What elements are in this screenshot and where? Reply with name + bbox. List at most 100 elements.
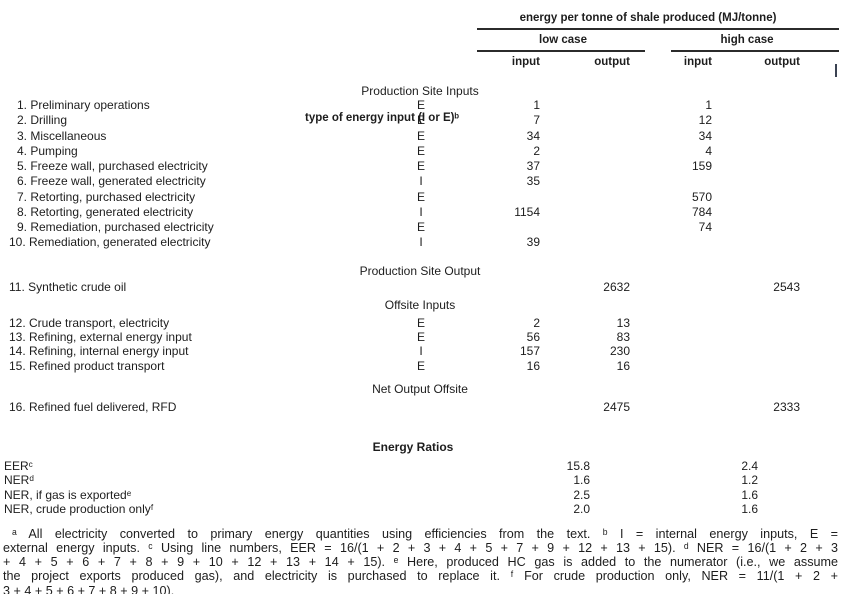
table-row-4: 4. Pumping E 2 4 <box>0 145 841 158</box>
row-type: E <box>416 190 425 204</box>
section-production-site-inputs: Production Site Inputs <box>361 84 479 98</box>
high-case-header: high case <box>720 34 774 46</box>
table-row-13: 13. Refining, external energy input E 56… <box>0 331 841 344</box>
ratio-high-value: 2.4 <box>741 459 758 473</box>
row-type: E <box>416 359 425 373</box>
high-input-value: 570 <box>691 190 712 204</box>
row-label: 16. Refined fuel delivered, RFD <box>9 400 177 414</box>
ratio-high-value: 1.6 <box>741 488 758 502</box>
table-row-10: 10. Remediation, generated electricity I… <box>0 236 841 249</box>
low-input-value: 56 <box>526 330 540 344</box>
table-row-15: 15. Refined product transport E 16 16 <box>0 360 841 373</box>
row-label: 1. Preliminary operations <box>17 98 150 112</box>
footnote-line-5: 3 + 4 + 5 + 6 + 7 + 8 + 9 + 10). <box>3 584 175 594</box>
ratio-row-ner: NERᵈ 1.6 1.2 <box>0 474 841 487</box>
low-input-value: 39 <box>526 235 540 249</box>
table-row-1: 1. Preliminary operations E 1 1 <box>0 99 841 112</box>
row-type: E <box>416 330 425 344</box>
low-output-header: output <box>594 56 630 68</box>
section-offsite-inputs: Offsite Inputs <box>384 298 456 312</box>
ratio-high-value: 1.2 <box>741 473 758 487</box>
low-input-value: 1154 <box>514 205 540 219</box>
row-type: E <box>416 129 425 143</box>
spanner-rule <box>477 28 839 30</box>
low-input-value: 7 <box>533 113 540 127</box>
scan-artifact <box>835 64 837 77</box>
ratio-row-eer: EERᶜ 15.8 2.4 <box>0 460 841 473</box>
row-label: 2. Drilling <box>17 113 68 127</box>
high-input-value: 784 <box>691 205 712 219</box>
high-input-header: input <box>683 56 712 68</box>
high-input-value: 74 <box>698 220 712 234</box>
low-input-value: 16 <box>526 359 540 373</box>
ratio-row-ner-crude-only: NER, crude production onlyᶠ 2.0 1.6 <box>0 503 841 516</box>
low-output-value: 13 <box>616 316 630 330</box>
ratio-low-value: 1.6 <box>573 473 590 487</box>
footnote-line-3: + 4 + 5 + 6 + 7 + 8 + 9 + 10 + 12 + 13 +… <box>3 555 838 569</box>
high-input-value: 12 <box>698 113 712 127</box>
high-input-value: 159 <box>691 159 712 173</box>
low-input-header: input <box>511 56 540 68</box>
ratio-label: NERᵈ <box>4 473 34 487</box>
table-row-7: 7. Retorting, purchased electricity E 57… <box>0 191 841 204</box>
low-output-value: 83 <box>616 330 630 344</box>
row-label: 12. Crude transport, electricity <box>9 316 170 330</box>
footnote-line-2: external energy inputs. ᶜ Using line num… <box>3 541 838 555</box>
low-input-value: 37 <box>526 159 540 173</box>
table-row-9: 9. Remediation, purchased electricity E … <box>0 221 841 234</box>
row-label: 7. Retorting, purchased electricity <box>17 190 196 204</box>
high-output-value: 2333 <box>773 400 800 414</box>
table-spanner-title: energy per tonne of shale produced (MJ/t… <box>519 12 777 24</box>
low-input-value: 2 <box>533 144 540 158</box>
row-type: E <box>416 220 425 234</box>
low-input-value: 1 <box>533 98 540 112</box>
ratio-low-value: 15.8 <box>566 459 590 473</box>
ratio-low-value: 2.0 <box>573 502 590 516</box>
type-column-header: type of energy input (I or E)ᵇ <box>305 112 460 124</box>
row-label: 15. Refined product transport <box>9 359 165 373</box>
low-input-value: 35 <box>526 174 540 188</box>
low-output-value: 16 <box>616 359 630 373</box>
low-input-value: 34 <box>526 129 540 143</box>
high-output-header: output <box>764 56 800 68</box>
row-type: I <box>419 344 423 358</box>
row-type: E <box>416 113 425 127</box>
row-label: 5. Freeze wall, purchased electricity <box>17 159 208 173</box>
column-header-row: type of energy input (I or E)ᵇ input out… <box>0 56 841 124</box>
high-case-rule <box>671 50 839 52</box>
low-case-header: low case <box>539 34 587 46</box>
row-type: E <box>416 144 425 158</box>
low-output-value: 230 <box>609 344 630 358</box>
low-input-value: 157 <box>519 344 540 358</box>
row-label: 8. Retorting, generated electricity <box>17 205 194 219</box>
row-label: 4. Pumping <box>17 144 78 158</box>
ratio-row-ner-gas-exported: NER, if gas is exportedᵉ 2.5 1.6 <box>0 489 841 502</box>
table-row-3: 3. Miscellaneous E 34 34 <box>0 130 841 143</box>
row-label: 9. Remediation, purchased electricity <box>17 220 214 234</box>
row-label: 10. Remediation, generated electricity <box>9 235 211 249</box>
row-type: E <box>416 159 425 173</box>
footnote-line-1: ᵃ All electricity converted to primary e… <box>12 527 838 541</box>
ratio-low-value: 2.5 <box>573 488 590 502</box>
row-label: 11. Synthetic crude oil <box>9 280 127 294</box>
table-row-12: 12. Crude transport, electricity E 2 13 <box>0 317 841 330</box>
footnote-line-4: the project exports produced gas), and e… <box>3 569 838 583</box>
high-input-value: 34 <box>698 129 712 143</box>
row-type: E <box>416 98 425 112</box>
high-input-value: 1 <box>705 98 712 112</box>
low-output-value: 2475 <box>603 400 630 414</box>
ratio-high-value: 1.6 <box>741 502 758 516</box>
row-label: 13. Refining, external energy input <box>9 330 192 344</box>
row-label: 14. Refining, internal energy input <box>9 344 189 358</box>
section-net-output-offsite: Net Output Offsite <box>372 382 468 396</box>
low-input-value: 2 <box>533 316 540 330</box>
table-row-16: 16. Refined fuel delivered, RFD 2475 233… <box>0 401 841 414</box>
ratio-label: NER, if gas is exportedᵉ <box>4 488 132 502</box>
high-input-value: 4 <box>705 144 712 158</box>
row-type: I <box>419 205 423 219</box>
table-row-8: 8. Retorting, generated electricity I 11… <box>0 206 841 219</box>
section-production-site-output: Production Site Output <box>359 264 481 278</box>
row-type: I <box>419 174 423 188</box>
table-row-6: 6. Freeze wall, generated electricity I … <box>0 175 841 188</box>
table-row-11: 11. Synthetic crude oil 2632 2543 <box>0 281 841 294</box>
